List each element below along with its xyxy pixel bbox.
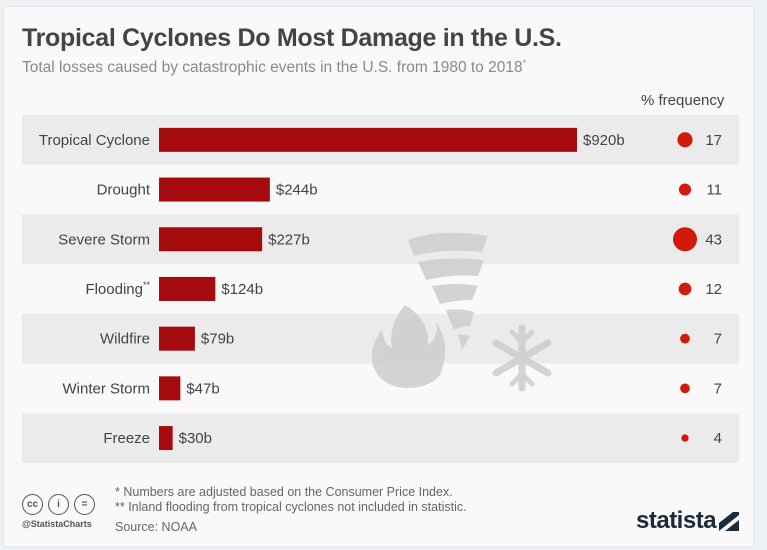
category-label: Tropical Cyclone	[39, 132, 150, 149]
frequency-dot	[680, 333, 690, 344]
value-label: $920b	[583, 132, 625, 149]
row-shade	[22, 413, 739, 463]
subtitle-footnote-mark: *	[522, 58, 527, 68]
bar	[159, 177, 270, 202]
frequency-label: 43	[705, 231, 722, 248]
value-label: $79b	[201, 331, 234, 348]
bar	[159, 426, 173, 451]
attribution-icon: i	[48, 494, 69, 515]
row-shade	[22, 214, 739, 265]
frequency-dot	[673, 227, 697, 252]
frequency-label: 17	[705, 132, 722, 149]
twitter-handle[interactable]: @StatistaCharts	[22, 519, 92, 529]
frequency-label: 7	[714, 380, 722, 397]
cc-icon: cc	[22, 494, 43, 515]
chart-subtitle: Total losses caused by catastrophic even…	[22, 58, 526, 77]
value-label: $124b	[221, 281, 263, 298]
category-label: Winter Storm	[62, 380, 150, 397]
category-label: Drought	[97, 182, 151, 199]
frequency-label: 11	[706, 182, 722, 199]
bar	[159, 276, 216, 301]
category-label: Freeze	[103, 430, 150, 447]
frequency-label: 4	[714, 430, 722, 447]
frequency-dot	[677, 132, 693, 148]
frequency-header: % frequency	[641, 92, 725, 109]
bar	[159, 127, 577, 152]
chart-title: Tropical Cyclones Do Most Damage in the …	[22, 24, 562, 52]
no-derivatives-icon: =	[74, 494, 95, 515]
statista-logo[interactable]: statista	[636, 507, 717, 534]
source: Source: NOAA	[115, 520, 197, 534]
frequency-dot	[680, 383, 690, 394]
tornado-icon	[408, 232, 488, 350]
frequency-label: 12	[705, 281, 722, 298]
footnote-cpi: * Numbers are adjusted based on the Cons…	[115, 485, 453, 499]
snowflake-icon	[492, 324, 552, 392]
background-icons	[371, 232, 552, 392]
fire-icon	[371, 305, 446, 388]
frequency-dot	[678, 183, 692, 196]
frequency-dot	[681, 434, 689, 442]
statista-logo-mark	[719, 512, 739, 531]
value-label: $30b	[179, 430, 212, 447]
category-label: Severe Storm	[58, 231, 150, 248]
bar	[159, 376, 181, 401]
footnote-flooding: ** Inland flooding from tropical cyclone…	[115, 500, 467, 514]
frequency-dot	[678, 282, 692, 296]
bar	[159, 326, 195, 351]
value-label: $47b	[186, 380, 219, 397]
value-label: $244b	[276, 182, 318, 199]
bar	[159, 227, 263, 252]
category-label: Flooding**	[85, 280, 150, 298]
value-label: $227b	[268, 231, 310, 248]
frequency-label: 7	[714, 331, 722, 348]
category-label: Wildfire	[100, 331, 150, 348]
subtitle-text: Total losses caused by catastrophic even…	[22, 59, 523, 77]
